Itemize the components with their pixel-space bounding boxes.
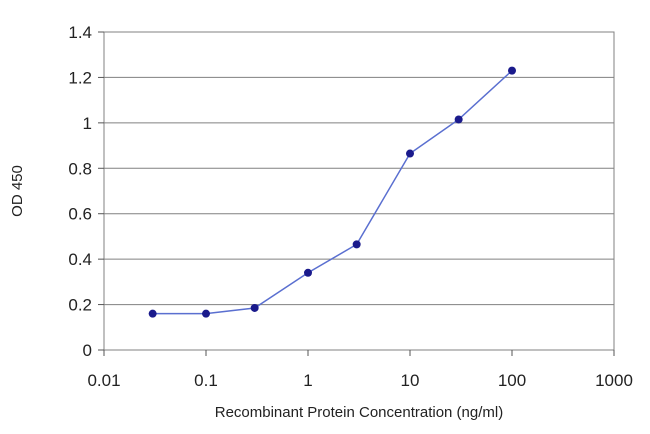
x-axis-ticks: 0.01 0.1 1 10 100 1000: [87, 350, 633, 390]
y-tick-label: 0.8: [68, 159, 92, 178]
y-tick-label: 0.4: [68, 250, 92, 269]
x-tick-label: 1000: [595, 371, 633, 390]
data-point: [508, 66, 516, 75]
x-tick-label: 0.1: [194, 371, 218, 390]
x-tick-label: 1: [303, 371, 312, 390]
y-tick-label: 1.2: [68, 68, 92, 87]
y-tick-label: 0.6: [68, 205, 92, 224]
y-tick-label: 0.2: [68, 296, 92, 315]
data-point: [352, 240, 361, 249]
data-point: [454, 115, 463, 124]
data-point: [250, 303, 259, 312]
plot-area-frame: [103, 31, 615, 351]
y-tick-label: 1.4: [68, 23, 92, 42]
x-axis-title: Recombinant Protein Concentration (ng/ml…: [215, 404, 503, 421]
data-point: [148, 309, 157, 318]
y-axis-title: OD 450: [9, 165, 26, 217]
x-tick-label: 10: [401, 371, 420, 390]
gridlines: [104, 76, 614, 306]
y-tick-label: 1: [83, 114, 92, 133]
x-tick-label: 100: [498, 371, 526, 390]
data-point: [406, 149, 414, 158]
series-line: [152, 70, 513, 315]
data-point: [304, 268, 312, 277]
data-series: [148, 66, 516, 318]
y-tick-label: 0: [83, 341, 92, 360]
x-tick-label: 0.01: [87, 371, 120, 390]
y-axis-ticks: 0 0.2 0.4 0.6 0.8 1 1.2 1.4: [68, 23, 104, 360]
data-point: [202, 309, 210, 318]
